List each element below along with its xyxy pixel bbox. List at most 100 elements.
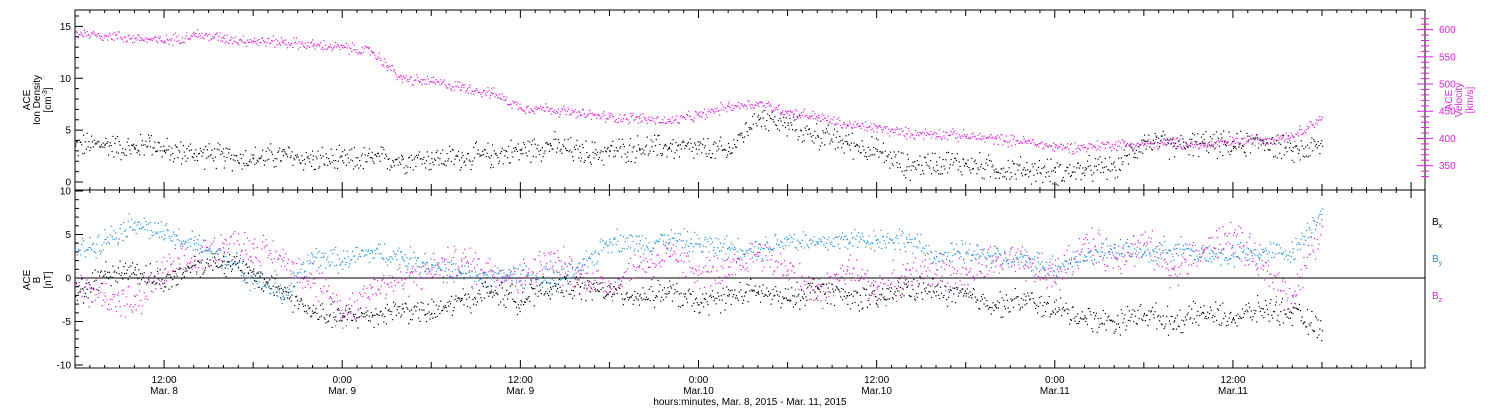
ion-density-point <box>1025 169 1027 171</box>
by-point <box>78 249 80 251</box>
velocity-point <box>833 116 835 118</box>
ion-density-point <box>752 123 754 125</box>
by-point <box>253 278 255 280</box>
bz-point <box>780 263 782 266</box>
by-point <box>143 217 145 219</box>
ion-density-point <box>102 142 104 144</box>
bz-point <box>99 291 102 293</box>
bz-point <box>167 271 169 273</box>
by-point <box>199 247 201 250</box>
velocity-point <box>1272 143 1274 145</box>
bz-point <box>556 250 559 252</box>
velocity-point <box>365 46 367 48</box>
by-point <box>308 263 310 265</box>
by-point <box>150 230 152 232</box>
ion-density-point <box>1319 153 1321 155</box>
bz-point <box>859 278 861 280</box>
velocity-point <box>1094 147 1097 149</box>
ion-density-point <box>244 165 246 167</box>
bz-point <box>1100 255 1102 257</box>
bz-point <box>940 266 942 268</box>
velocity-point <box>844 124 846 126</box>
velocity-point <box>388 65 390 67</box>
ion-density-point <box>1194 140 1196 143</box>
bz-point <box>582 269 584 271</box>
velocity-point <box>887 132 889 134</box>
bz-point <box>401 285 404 287</box>
bz-point <box>352 292 354 294</box>
ion-density-point <box>316 158 318 160</box>
velocity-point <box>960 137 962 140</box>
velocity-point <box>945 131 947 133</box>
velocity-point <box>303 45 305 47</box>
ion-density-point <box>499 160 501 162</box>
velocity-point <box>901 130 903 132</box>
by-point <box>391 256 393 258</box>
ion-density-point <box>164 149 166 151</box>
ion-density-point <box>677 145 679 147</box>
bz-point <box>453 245 455 247</box>
ion-density-point <box>979 152 981 154</box>
ion-density-point <box>1197 133 1199 135</box>
by-point <box>267 283 269 285</box>
velocity-point <box>1102 143 1105 145</box>
bz-point <box>1192 262 1194 264</box>
velocity-point <box>801 114 803 116</box>
velocity-point <box>1167 140 1170 142</box>
ion-density-point <box>947 172 949 174</box>
velocity-point <box>1299 125 1301 127</box>
velocity-point <box>190 35 192 37</box>
velocity-point <box>322 49 324 51</box>
ion-density-point <box>1162 130 1164 132</box>
ion-density-point <box>1110 163 1113 165</box>
by-point <box>757 247 760 249</box>
velocity-point <box>674 119 676 121</box>
ion-density-point <box>223 167 225 169</box>
ion-density-point <box>377 152 379 154</box>
by-point <box>99 253 102 255</box>
velocity-point <box>443 79 445 81</box>
velocity-point <box>972 132 974 134</box>
bz-point <box>456 274 458 276</box>
ion-density-point <box>339 156 341 158</box>
bz-point <box>719 276 721 278</box>
ion-density-point <box>878 156 880 158</box>
ion-density-point <box>162 150 164 152</box>
ion-density-point <box>1232 141 1234 143</box>
ion-density-point <box>1226 142 1228 144</box>
velocity-point <box>562 109 564 111</box>
bz-point <box>1022 265 1024 267</box>
velocity-point <box>1067 143 1069 145</box>
ion-density-point <box>1167 138 1169 141</box>
by-point <box>221 267 223 270</box>
bz-point <box>628 263 630 265</box>
ion-density-point <box>375 154 377 156</box>
ion-density-point <box>932 167 934 169</box>
velocity-point <box>108 35 110 38</box>
ion-density-point <box>1283 154 1285 156</box>
velocity-point <box>607 118 609 120</box>
ion-density-point <box>219 144 221 146</box>
bz-point <box>755 255 757 257</box>
bz-point <box>910 273 912 276</box>
velocity-point <box>291 43 293 45</box>
velocity-point <box>609 116 611 118</box>
bz-point <box>935 263 937 265</box>
bz-point <box>175 273 177 275</box>
bz-point <box>1018 261 1020 263</box>
ion-density-point <box>321 146 323 149</box>
bz-point <box>882 283 885 285</box>
velocity-point <box>664 122 666 125</box>
bz-point <box>254 256 257 258</box>
by-point <box>451 270 453 273</box>
ion-density-point <box>116 151 118 153</box>
bz-point <box>787 274 789 276</box>
bz-point <box>262 234 265 236</box>
bz-point <box>1036 278 1038 280</box>
bz-point <box>129 306 131 308</box>
ion-density-point <box>412 169 414 171</box>
ion-density-point <box>722 149 724 151</box>
bz-point <box>342 327 344 329</box>
ion-density-point <box>621 138 624 140</box>
velocity-point <box>1145 140 1147 142</box>
